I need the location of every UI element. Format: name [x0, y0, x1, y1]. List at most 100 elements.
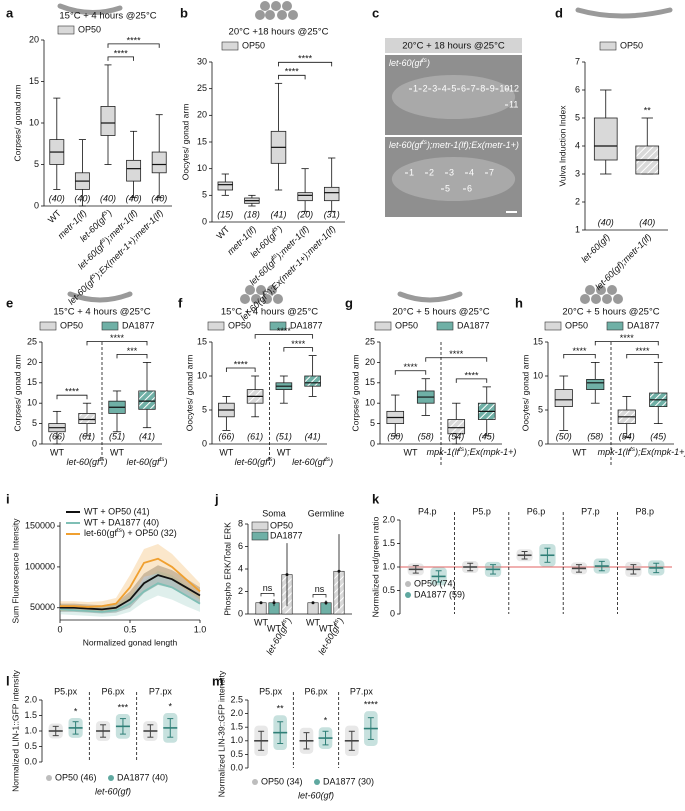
x-tick-label: 0: [57, 624, 62, 634]
y-tick-label: 30: [197, 56, 207, 66]
cell-label: 10: [499, 83, 509, 93]
bracket: [278, 74, 306, 80]
significance: *: [74, 706, 78, 716]
cell-label: 7: [471, 83, 476, 93]
legend-swatch: [599, 41, 617, 51]
significance: ****: [110, 333, 125, 343]
box: [78, 412, 96, 424]
y-axis-label: Phospho ERK/Total ERK: [222, 522, 232, 616]
y-tick-label: 6: [238, 541, 243, 551]
panel-label: e: [6, 295, 13, 310]
y-axis-label: Corpses/ gonad arm: [12, 84, 22, 161]
x-tick-label: let-60(gfts): [316, 616, 346, 657]
significance: ****: [464, 370, 479, 380]
cell-label: 2: [429, 167, 434, 177]
y-tick-label: 0: [390, 608, 395, 618]
y-tick-label: 15: [197, 136, 207, 146]
y-tick-label: 15: [365, 377, 375, 387]
y-tick-label: 1.0: [24, 725, 37, 735]
legend-label: OP50: [60, 320, 83, 330]
n-label: (40): [126, 193, 142, 203]
mean-dot: [311, 601, 315, 605]
legend-swatch: [39, 321, 57, 331]
significance: ****: [285, 67, 300, 77]
significance: ****: [298, 54, 313, 64]
panel-label: a: [6, 5, 14, 20]
n-label: (51): [109, 431, 125, 441]
cells-icon: [240, 285, 283, 304]
x-tick-label: WT: [306, 617, 320, 627]
y-tick-label: 10: [365, 398, 375, 408]
n-label: (41): [270, 209, 286, 219]
y-tick-label: 5: [202, 404, 207, 414]
y-tick-label: 1.0: [382, 561, 395, 571]
y-tick-label: 0.5: [24, 741, 37, 751]
cell-label: 7: [489, 167, 494, 177]
y-tick-label: 0: [370, 438, 375, 448]
line: [60, 574, 201, 611]
line: [60, 557, 201, 608]
significance: ****: [364, 700, 379, 710]
y-axis-label: Oocytes/ gonad arm: [520, 355, 530, 432]
y-tick-label: 1.5: [230, 722, 243, 732]
image-label: let-60(gfts): [389, 57, 430, 68]
n-label: (31): [324, 209, 340, 219]
x-tick-label: P6.px: [304, 686, 328, 696]
box: [304, 375, 321, 387]
bracket: [425, 357, 488, 362]
significance: **: [644, 105, 652, 115]
x-tick-label: WT: [50, 447, 64, 457]
legend-swatch: [251, 521, 269, 531]
box: [586, 378, 605, 390]
x-tick-label: P7.px: [149, 686, 173, 696]
legend-label: DA1877 (40): [117, 772, 168, 782]
chart-title: 15°C + 4 hours @25°C: [221, 307, 318, 318]
y-axis-label: Oocytes/ gonad arm: [184, 355, 194, 432]
y-tick-label: 20: [197, 110, 207, 120]
n-label: (45): [479, 431, 495, 441]
legend-label: DA1877 (59): [414, 589, 465, 599]
panel-label: h: [515, 295, 523, 310]
legend-swatch: [405, 592, 411, 598]
y-tick-label: 2: [575, 196, 580, 206]
y-tick-label: 0.0: [24, 756, 37, 766]
legend-swatch: [101, 321, 119, 331]
legend-swatch: [269, 321, 287, 331]
panel-label: f: [178, 295, 183, 310]
x-tick-label: WT: [319, 623, 333, 633]
chart-title: 15°C + 4 hours @25°C: [59, 11, 156, 22]
n-label: (20): [297, 209, 313, 219]
significance: ****: [449, 349, 464, 359]
x-tick-label: let-60(gfts): [235, 456, 276, 467]
legend-swatch: [46, 775, 52, 781]
y-tick-label: 20: [27, 357, 37, 367]
legend-label: DA1877: [627, 320, 660, 330]
n-label: (61): [247, 431, 263, 441]
line: [59, 582, 201, 613]
legend-swatch: [57, 25, 75, 35]
mean-dot: [285, 573, 289, 577]
x-tick-label: WT: [404, 447, 418, 457]
legend-swatch: [221, 41, 239, 51]
legend-label: OP50: [620, 40, 643, 50]
bracket: [283, 347, 314, 352]
significance: ns: [315, 584, 325, 594]
worm-icon: [57, 3, 123, 15]
y-tick-label: 0.0: [230, 762, 243, 772]
n-label: (41): [305, 431, 321, 441]
y-axis-label: Normalized LIN-1::GFP intensity: [10, 669, 20, 791]
y-tick-label: 1.5: [382, 538, 395, 548]
image-label: let-60(gfts);metr-1(lf);Ex(metr-1+): [389, 139, 519, 150]
x-tick-label: P7.p: [581, 506, 600, 516]
x-tick-label: 1.0: [194, 624, 207, 634]
micrograph-texture: [391, 75, 516, 119]
n-label: (61): [79, 431, 95, 441]
y-tick-label: 10: [197, 163, 207, 173]
image-header: [385, 38, 522, 53]
bracket: [278, 61, 333, 67]
legend-swatch: [374, 321, 392, 331]
y-tick-label: 2.0: [230, 708, 243, 718]
mean-dot: [259, 601, 263, 605]
x-tick-label: P4.p: [418, 506, 437, 516]
